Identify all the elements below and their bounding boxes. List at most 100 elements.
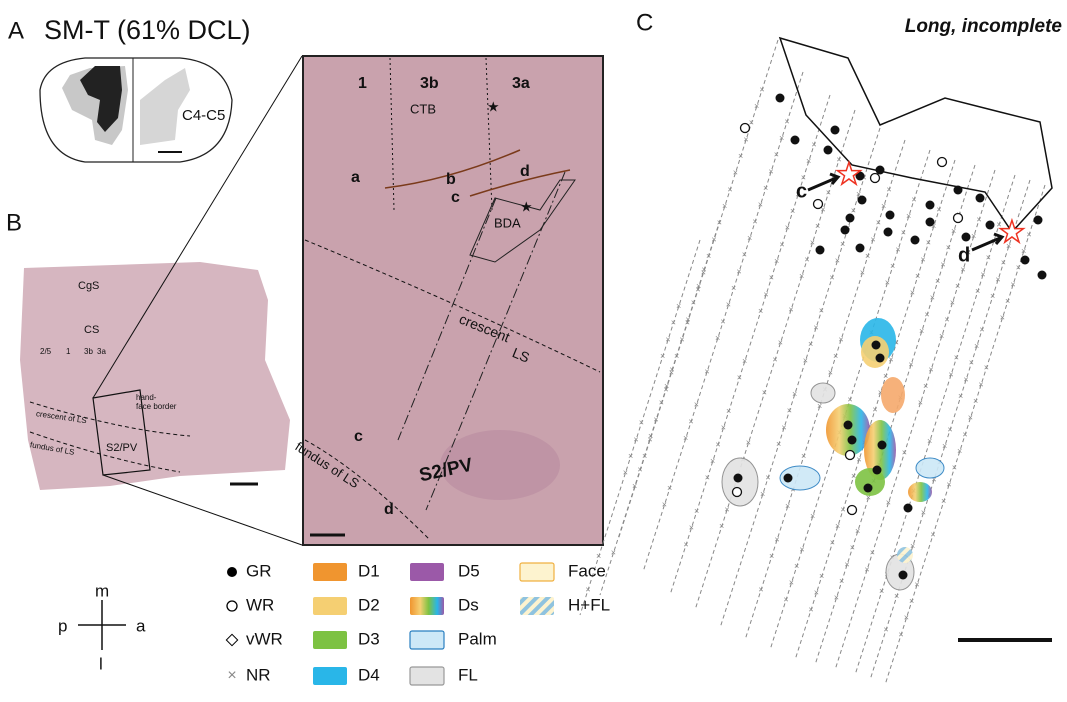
legend-label: Palm [458,629,497,648]
nr-marker: × [944,314,949,324]
nr-marker: × [785,501,790,511]
legend-label: D5 [458,561,480,580]
nr-marker: × [664,381,669,391]
nr-marker: × [839,576,844,586]
tracer-star: ★ [520,199,533,215]
nr-marker: × [759,84,764,94]
nr-marker: × [628,451,633,461]
nr-marker: × [930,293,935,303]
nr-marker: × [801,451,806,461]
nr-marker: × [760,489,765,499]
nr-marker: × [951,226,956,236]
gr-marker [886,211,895,220]
legend-label: Face [568,561,606,580]
receptive-field [881,377,905,413]
nr-marker: × [894,591,899,601]
nr-marker: × [623,468,628,478]
legend-label: D4 [358,665,380,684]
penetration-line [670,95,830,595]
nr-marker: × [789,578,794,588]
panel-label: B [6,209,22,236]
receptive-field [897,547,913,563]
legend-swatch [410,631,444,649]
nr-marker: × [694,506,699,516]
nr-marker: × [910,288,915,298]
nr-marker: × [952,463,957,473]
nr-marker: × [920,254,925,264]
wr-marker [938,158,947,167]
nr-marker: × [978,379,983,389]
nr-marker: × [919,326,924,336]
nr-marker: × [769,273,774,283]
nr-marker: × [671,318,676,328]
nr-marker: × [963,374,968,384]
nr-marker: × [632,481,637,491]
nr-marker: × [731,283,736,293]
site-label: a [351,169,360,186]
nr-marker: × [691,298,696,308]
nr-marker: × [669,364,674,374]
legend-swatch [520,563,554,581]
nr-marker: × [758,584,763,594]
nr-marker: × [726,300,731,310]
area-label: 3a [97,347,106,356]
compass-label: a [136,616,146,635]
nr-marker: × [769,551,774,561]
nr-marker: × [950,298,955,308]
nr-marker: × [763,183,768,193]
gr-marker [899,571,908,580]
nr-marker: × [835,256,840,266]
border-label: hand- [136,393,157,402]
nr-marker: × [881,201,886,211]
nr-marker: × [724,504,729,514]
nr-marker: × [742,250,747,260]
nr-marker: × [915,271,920,281]
area-label: 3b [84,347,93,356]
panel-title: Long, incomplete [905,16,1063,37]
nr-marker: × [792,389,797,399]
site-label: c [796,180,807,202]
nr-marker: × [710,456,715,466]
nr-marker: × [872,404,877,414]
tracer-star: ★ [487,99,500,115]
gr-marker [824,146,833,155]
site-label: d [520,163,530,180]
nr-marker: × [762,388,767,398]
legend-symbol [226,634,237,645]
nr-marker: × [840,239,845,249]
nr-marker: × [814,588,819,598]
nr-marker: × [870,548,875,558]
nr-marker: × [721,423,726,433]
nr-marker: × [667,483,672,493]
site-label: d [958,244,970,266]
legend-label: Ds [458,595,479,614]
gr-marker [776,94,785,103]
gr-marker [1034,216,1043,225]
legend-symbol [227,567,237,577]
gr-marker [878,441,887,450]
tracer-label: CTB [410,101,436,116]
legend-label: GR [246,561,272,580]
site-label: b [446,171,456,188]
panel-label: C [636,9,653,36]
compass-label: m [95,581,109,600]
nr-marker: × [758,200,763,210]
nr-marker: × [941,496,946,506]
gr-marker [844,421,853,430]
nr-marker: × [908,359,913,369]
nr-marker: × [984,363,989,373]
nr-marker: × [776,439,781,449]
nr-marker: × [948,369,953,379]
legend-swatch [520,597,554,615]
nr-marker: × [781,422,786,432]
gr-marker [872,341,881,350]
gr-marker [926,201,935,210]
nr-marker: × [790,206,795,216]
nr-marker: × [819,306,824,316]
site-label: c [451,189,460,206]
wr-marker [954,214,963,223]
nr-marker: × [860,268,865,278]
nr-marker: × [930,529,935,539]
gr-marker [873,466,882,475]
wr-marker [814,200,823,209]
